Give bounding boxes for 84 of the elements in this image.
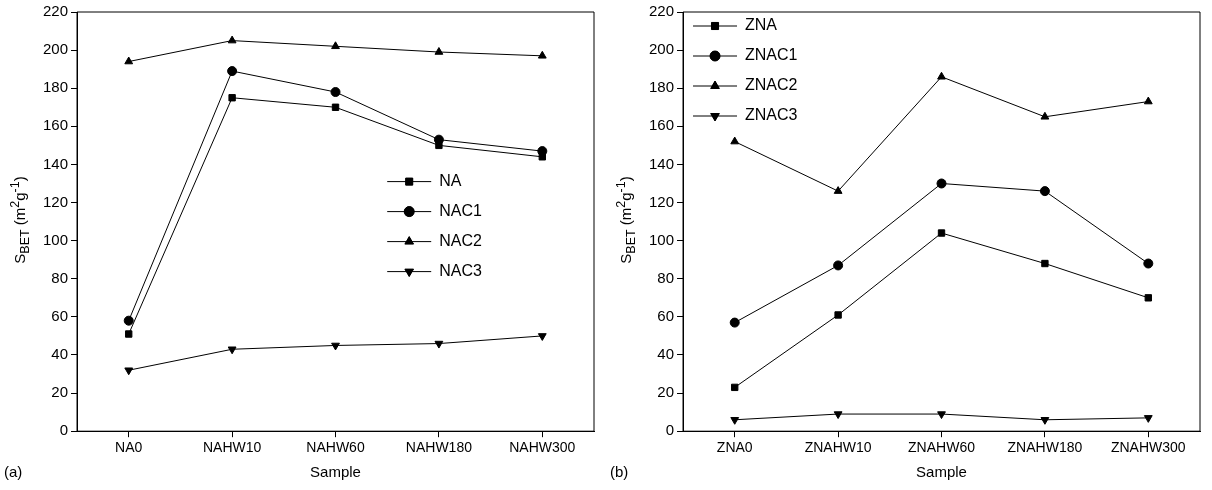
y-tick-label: 100 — [649, 230, 675, 248]
y-tick-label: 40 — [51, 345, 69, 363]
point — [331, 103, 340, 111]
y-tick-label: 80 — [51, 268, 69, 286]
legend-label: ZNAC2 — [745, 76, 798, 94]
point — [1143, 258, 1154, 269]
point — [537, 333, 547, 341]
x-axis-title: Sample — [916, 463, 967, 481]
x-tick-label: NA0 — [115, 439, 143, 456]
point — [1040, 417, 1050, 425]
y-tick-label: 0 — [665, 421, 675, 439]
point — [937, 71, 946, 80]
y-tick-label: 80 — [657, 268, 675, 286]
y-tick-label: 180 — [649, 78, 675, 96]
point — [833, 260, 844, 271]
y-tick-label: 180 — [43, 78, 69, 96]
x-tick-label: ZNAHW60 — [908, 439, 976, 456]
legend-label: ZNAC3 — [745, 106, 798, 124]
x-tick-label: ZNAHW300 — [1110, 439, 1186, 456]
text: (a) — [4, 463, 23, 480]
x-tick-label: ZNA0 — [716, 439, 753, 456]
point — [1143, 96, 1153, 105]
x-tick-label: NAHW10 — [202, 439, 262, 456]
point — [730, 136, 740, 145]
y-tick-label: 220 — [43, 2, 69, 20]
point — [228, 94, 236, 102]
x-tick-label: NAHW180 — [405, 439, 473, 456]
point — [123, 315, 134, 326]
y-tick-label: 60 — [51, 307, 69, 325]
y-tick-label: 120 — [649, 192, 675, 210]
point — [331, 342, 340, 351]
y-tick-label: 20 — [657, 383, 675, 401]
point — [124, 56, 134, 65]
y-tick-label: 40 — [657, 345, 675, 363]
point — [1039, 186, 1050, 197]
text: (b) — [610, 463, 629, 480]
y-tick-label: 140 — [43, 154, 69, 172]
point — [330, 87, 341, 98]
point — [434, 340, 444, 349]
point — [729, 317, 740, 328]
x-tick-label: NAHW300 — [509, 439, 576, 456]
legend-label: NAC3 — [439, 262, 482, 280]
x-axis-title: Sample — [310, 463, 361, 481]
point — [937, 411, 946, 420]
y-tick-label: 200 — [649, 40, 675, 58]
point — [227, 346, 237, 355]
point — [125, 330, 133, 338]
legend-label: NAC2 — [439, 232, 482, 250]
y-tick-label: 160 — [43, 116, 69, 134]
y-tick-label: 140 — [649, 154, 675, 172]
point — [331, 41, 340, 50]
legend-label: ZNAC1 — [745, 46, 798, 64]
point — [435, 141, 443, 150]
y-tick-label: 200 — [43, 40, 69, 58]
y-tick-label: 220 — [649, 2, 675, 20]
point — [227, 35, 237, 44]
point — [1144, 294, 1152, 302]
point — [833, 411, 843, 420]
legend-label: NA — [439, 172, 462, 190]
y-tick-label: 20 — [51, 383, 69, 401]
point — [1143, 415, 1153, 423]
y-tick-label: 0 — [59, 421, 69, 439]
y-tick-label: 60 — [657, 307, 675, 325]
y-tick-label: 100 — [43, 230, 69, 248]
point — [834, 311, 842, 319]
x-tick-label: NAHW60 — [306, 439, 365, 456]
point — [936, 178, 947, 189]
y-tick-label: 160 — [649, 116, 675, 134]
point — [434, 47, 444, 55]
point — [833, 186, 843, 194]
point — [731, 383, 739, 392]
point — [227, 66, 238, 77]
point — [1041, 259, 1049, 268]
point — [730, 417, 740, 425]
legend-label: NAC1 — [439, 202, 482, 220]
y-tick-label: 120 — [43, 192, 69, 210]
point — [538, 153, 546, 161]
x-tick-label: ZNAHW180 — [1007, 439, 1083, 456]
point — [537, 50, 547, 59]
legend-label: ZNA — [745, 16, 778, 34]
point — [1040, 111, 1050, 120]
point — [937, 229, 946, 237]
point — [124, 367, 134, 376]
x-tick-label: ZNAHW10 — [804, 439, 872, 456]
